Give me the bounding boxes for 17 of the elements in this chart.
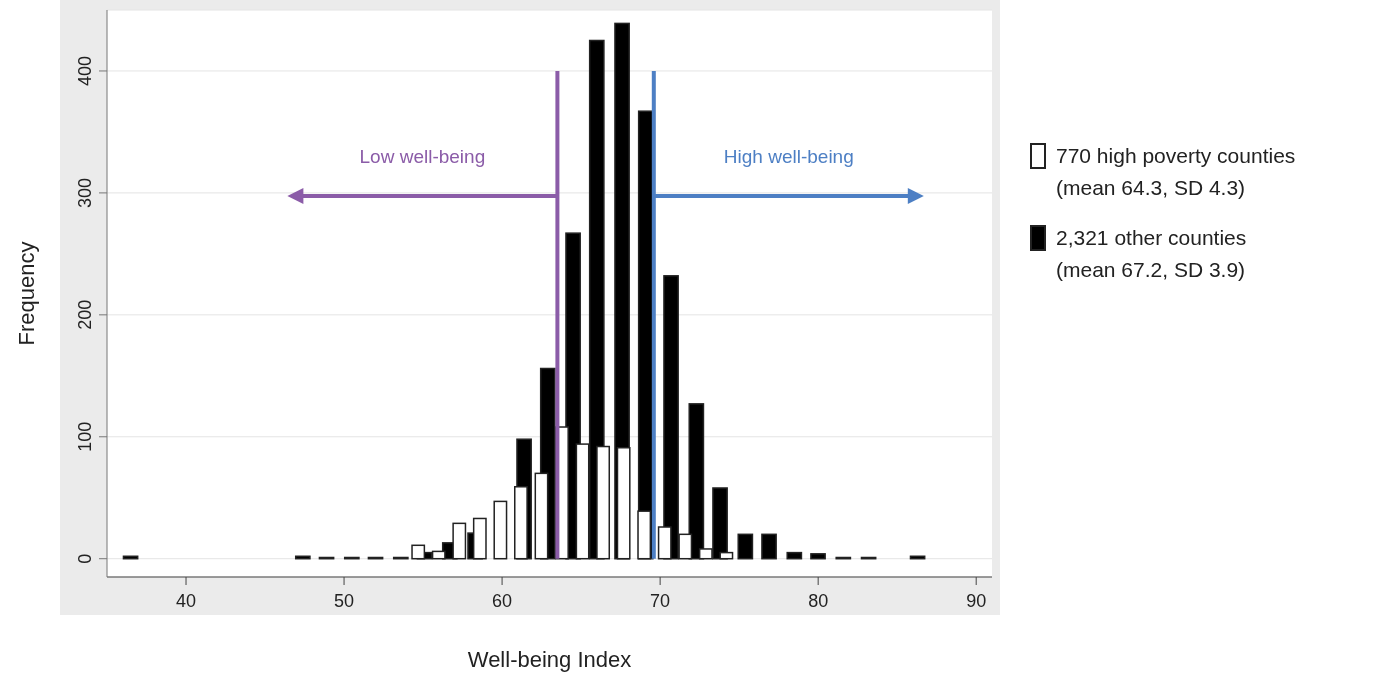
legend-label: 770 high poverty counties (mean 64.3, SD 4.3) [1056, 143, 1297, 201]
x-axis-title: Well-being Index [467, 647, 632, 672]
x-tick-label: 50 [334, 591, 355, 611]
y-tick-label: 400 [75, 55, 95, 86]
x-tick-label: 40 [176, 591, 197, 611]
y-tick-label: 0 [75, 553, 95, 564]
y-axis-title: Frequency [14, 241, 39, 346]
ref-line-label: Low well-being [359, 145, 486, 167]
legend-label: 2,321 other counties (mean 67.2, SD 3.9) [1056, 225, 1248, 283]
y-tick-label: 100 [75, 421, 95, 452]
x-tick-label: 70 [650, 591, 671, 611]
x-tick-label: 90 [966, 591, 987, 611]
x-tick-label: 60 [492, 591, 513, 611]
x-tick-label: 80 [808, 591, 829, 611]
ref-line-label: High well-being [723, 145, 854, 167]
y-tick-label: 300 [75, 177, 95, 208]
y-tick-label: 200 [75, 299, 95, 330]
